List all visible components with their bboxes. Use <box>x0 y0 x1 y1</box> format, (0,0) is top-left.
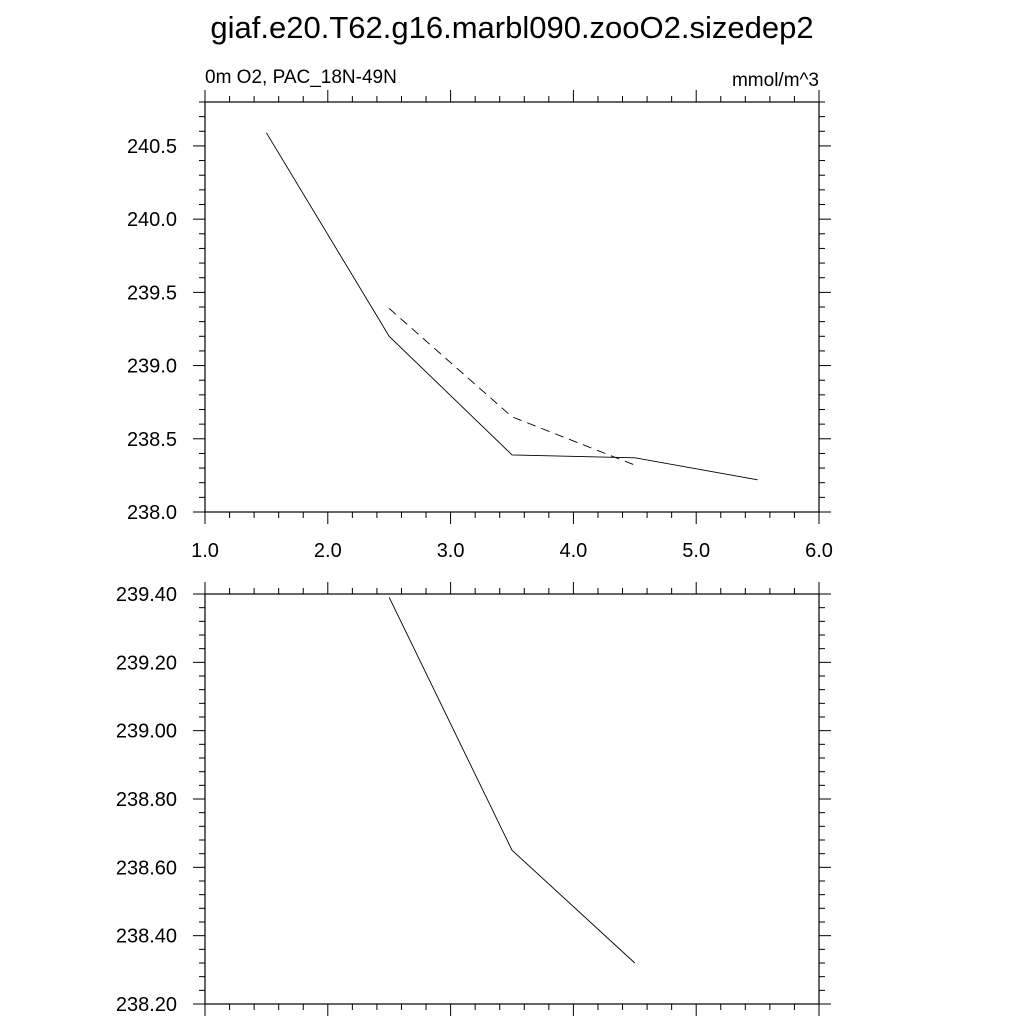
y-tick-label: 239.20 <box>116 652 177 674</box>
series-line-solid <box>266 132 758 481</box>
x-tick-label: 4.0 <box>559 540 587 562</box>
series-line-dashed <box>388 308 635 466</box>
y-tick-label: 238.0 <box>127 502 177 524</box>
y-tick-label: 238.20 <box>116 994 177 1016</box>
bottom-panel-frame <box>204 593 820 1005</box>
y-tick-label: 240.0 <box>127 209 177 231</box>
y-tick-label: 239.00 <box>116 721 177 743</box>
top-panel-frame <box>204 101 820 513</box>
y-tick-label: 238.80 <box>116 789 177 811</box>
bottom-panel: 238.20 238.40 238.60 238.80 239.00 239.20 239.… <box>116 582 831 1016</box>
y-tick-label: 239.40 <box>116 584 177 606</box>
y-tick-label: 239.0 <box>127 356 177 378</box>
y-tick-label: 238.60 <box>116 857 177 879</box>
bottom-panel-tick-labels: 238.20 238.40 238.60 238.80 239.00 239.20 239.… <box>116 584 177 1016</box>
x-tick-label: 3.0 <box>437 540 465 562</box>
top-panel-right-label: mmol/m^3 <box>732 70 819 91</box>
top-panel-tick-labels: 1.0 2.0 3.0 4.0 5.0 6.0 238.0 238.5 239.0 239.5 24… <box>127 136 833 562</box>
top-panel-ticks <box>193 90 831 524</box>
y-tick-label: 239.5 <box>127 282 177 304</box>
x-tick-label: 5.0 <box>682 540 710 562</box>
series-line-solid <box>388 597 636 964</box>
bottom-panel-ticks <box>193 582 831 1016</box>
top-panel-series <box>266 132 758 481</box>
top-panel: 0m O2, PAC_18N-49N mmol/m^3 1.0 2.0 3.0 4.0… <box>127 67 833 562</box>
figure-title: giaf.e20.T62.g16.marbl090.zooO2.sizedep2 <box>210 10 813 45</box>
x-tick-label: 2.0 <box>314 540 342 562</box>
y-tick-label: 240.5 <box>127 136 177 158</box>
bottom-panel-series <box>388 597 636 964</box>
x-tick-label: 6.0 <box>805 540 833 562</box>
y-tick-label: 238.5 <box>127 429 177 451</box>
x-tick-label: 1.0 <box>191 540 219 562</box>
top-panel-left-label: 0m O2, PAC_18N-49N <box>205 67 397 88</box>
y-tick-label: 238.40 <box>116 926 177 948</box>
